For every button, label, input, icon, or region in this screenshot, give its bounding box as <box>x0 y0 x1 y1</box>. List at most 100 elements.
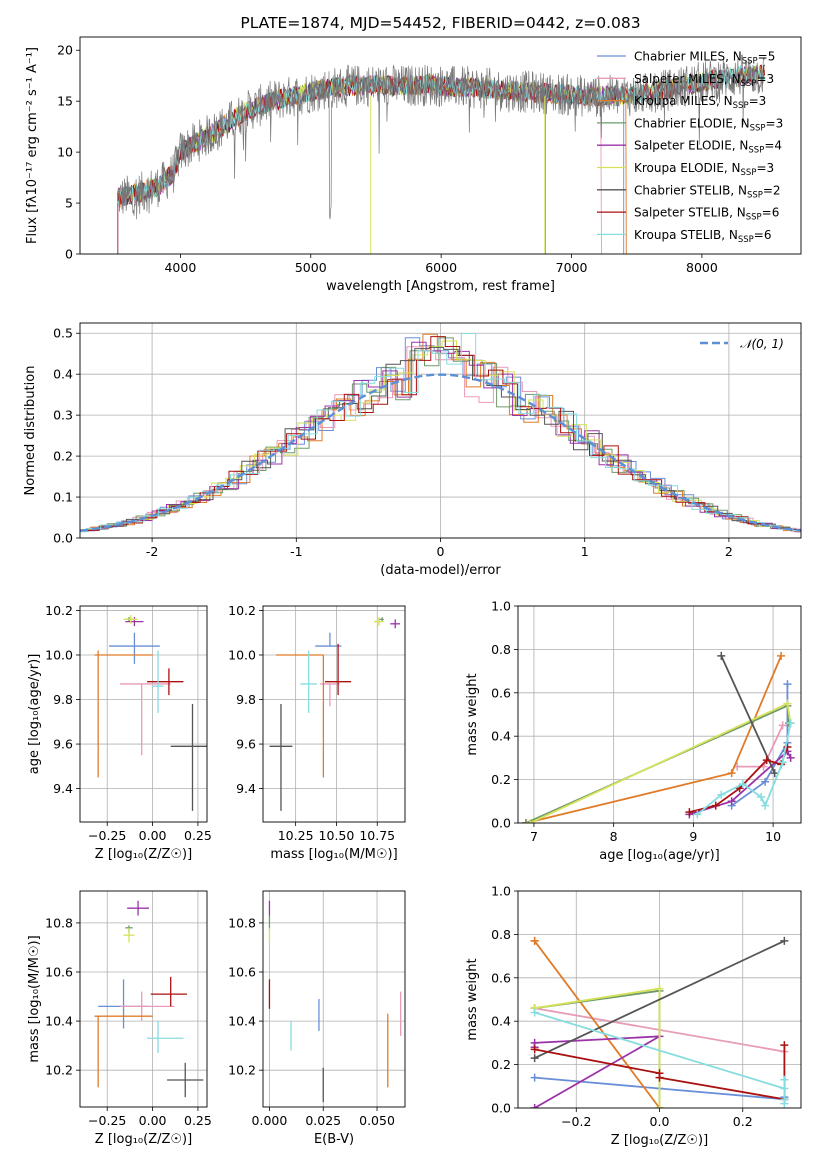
axes-frame <box>262 890 406 1108</box>
y-tick-label: 0.8 <box>491 642 511 657</box>
series-line-salpeter_miles <box>737 725 784 768</box>
y-tick-label: 10.4 <box>45 1014 73 1029</box>
y-tick-label: 10.2 <box>45 1063 73 1078</box>
series-line-salpeter_elodie <box>533 1035 660 1108</box>
y-tick-label: 0.4 <box>53 367 73 382</box>
y-axis-label: Normed distribution <box>23 366 38 496</box>
axes-frame <box>79 890 208 1108</box>
plot-area <box>530 936 789 1108</box>
legend-name: Kroupa MILES, N <box>634 94 733 108</box>
y-tick-label: 0.4 <box>491 1014 511 1029</box>
axes-mass-vs-ebv: 0.000 0.025 0.050 10.2 10.4 10.6 10.8 E(B-V) <box>228 890 406 1147</box>
y-tick-label: 0.4 <box>491 729 511 744</box>
y-tick-label: 15 <box>57 94 73 109</box>
axes-mass-weight-vs-age: 7 8 9 10 0.0 0.2 0.4 0.6 0.8 1.0 age [log₁₀(age/yr… <box>465 599 802 863</box>
point-marker-kroupa_elodie <box>783 699 792 708</box>
legend-name: Chabrier STELIB, N <box>634 183 747 197</box>
point-marker-salpeter_stelib <box>655 1073 664 1082</box>
model-spectrum-kroupa_miles <box>117 75 627 254</box>
point-marker-chabrier_miles <box>761 777 770 786</box>
y-tick-label: 10.0 <box>228 647 256 662</box>
plot-area <box>268 900 402 1103</box>
legend-subscript: SSP <box>746 213 762 223</box>
point-marker-chabrier_miles <box>783 680 792 689</box>
y-axis-label: mass [log₁₀(M/M☉)] <box>27 935 42 1062</box>
y-tick-label: 10.2 <box>45 603 73 618</box>
point-marker-chabrier_stelib <box>530 1054 539 1063</box>
legend-subscript: SSP <box>738 235 754 245</box>
model-spectrum-salpeter_miles <box>117 74 602 254</box>
point-marker-salpeter_stelib <box>685 808 694 817</box>
series-line-kroupa_miles <box>533 940 661 1108</box>
point-marker-kroupa_elodie <box>655 1104 664 1108</box>
legend-name: Chabrier MILES, N <box>634 50 742 64</box>
legend-subscript: SSP <box>733 101 749 111</box>
y-tick-label: 9.4 <box>53 781 73 796</box>
point-marker-salpeter_elodie <box>530 1104 539 1108</box>
y-axis-label: mass weight <box>465 673 480 755</box>
y-tick-label: 1.0 <box>491 599 511 614</box>
legend-name: Kroupa ELODIE, N <box>634 161 741 175</box>
legend-entry: 𝒩(0, 1) <box>740 337 784 351</box>
legend-count: =3 <box>749 94 767 108</box>
point-marker-kroupa_stelib <box>778 758 787 767</box>
x-tick-label: 0.25 <box>184 1113 212 1128</box>
legend-count: =3 <box>766 116 784 130</box>
y-tick-label: 9.6 <box>53 737 73 752</box>
x-tick-label: 0.00 <box>139 1113 167 1128</box>
legend-entry: Kroupa ELODIE, NSSP=3 <box>634 161 774 178</box>
series-line-chabrier_stelib <box>534 940 785 1059</box>
axes-frame <box>79 322 802 539</box>
series-line-kroupa_elodie <box>534 987 661 1108</box>
x-tick-label: 4000 <box>164 260 196 275</box>
axes-residuals: -2 -1 0 1 2 0.0 0.1 0.2 0.3 0.4 0.5 (data-model)/er… <box>23 322 802 578</box>
point-marker-salpeter_elodie <box>727 797 736 806</box>
axes-mass-vs-Z: −0.25 0.00 0.25 10.2 10.4 10.6 10.8 Z [log₁₀(Z/… <box>27 890 212 1147</box>
y-tick-label: 0 <box>65 247 73 262</box>
plot-area <box>80 333 801 533</box>
y-tick-label: 9.4 <box>236 781 256 796</box>
y-tick-label: 0.2 <box>491 772 511 787</box>
point-marker-kroupa_stelib <box>780 1084 789 1093</box>
legend-entry: Chabrier MILES, NSSP=5 <box>634 50 775 67</box>
histogram-chabrier_elodie <box>80 337 801 532</box>
x-tick-label: 2 <box>725 544 733 559</box>
x-axis-label: mass [log₁₀(M/M☉)] <box>270 847 397 862</box>
axes-frame <box>262 605 406 823</box>
legend-count: =6 <box>754 228 772 242</box>
gaussian-curve <box>80 373 801 532</box>
point-marker-salpeter_stelib <box>530 1045 539 1054</box>
x-tick-label: 10 <box>765 829 781 844</box>
point-marker-kroupa_miles <box>727 769 736 778</box>
chart-title: PLATE=1874, MJD=54452, FIBERID=0442, z=0… <box>240 14 640 32</box>
x-tick-label: 10.25 <box>278 828 314 843</box>
x-tick-label: 7000 <box>556 260 588 275</box>
x-tick-label: -2 <box>146 544 158 559</box>
y-tick-label: 10.2 <box>228 1063 256 1078</box>
x-tick-label: 6000 <box>425 260 457 275</box>
x-tick-label: 0.00 <box>139 828 167 843</box>
y-tick-label: 20 <box>57 43 73 58</box>
point-marker-kroupa_elodie <box>655 984 664 993</box>
legend-entry: Kroupa MILES, NSSP=3 <box>634 94 766 111</box>
x-tick-label: 1 <box>581 544 589 559</box>
legend-count: =3 <box>756 161 774 175</box>
point-marker-chabrier_miles <box>530 1073 539 1082</box>
point-marker-kroupa_stelib <box>780 1099 789 1108</box>
plot-area <box>117 54 765 254</box>
point-marker-kroupa_stelib <box>786 719 795 728</box>
axes-frame <box>79 36 802 255</box>
y-tick-label: 5 <box>65 196 73 211</box>
legend-count: =2 <box>763 183 781 197</box>
x-axis-label: wavelength [Angstrom, rest frame] <box>326 279 555 294</box>
y-tick-label: 10.2 <box>228 603 256 618</box>
point-marker-kroupa_stelib <box>757 792 766 801</box>
point-marker-salpeter_elodie <box>786 753 795 762</box>
axes-age-vs-Z: −0.25 0.00 0.25 9.4 9.6 9.8 10.0 10.2 Z [log₁₀(Z… <box>27 603 212 862</box>
plot-area <box>94 614 207 811</box>
legend-entry: Salpeter ELODIE, NSSP=4 <box>634 139 782 156</box>
axes-frame <box>517 605 802 824</box>
point-marker-chabrier_stelib <box>780 936 789 945</box>
y-tick-label: 10 <box>57 145 73 160</box>
x-tick-label: 0.0 <box>650 1114 670 1129</box>
